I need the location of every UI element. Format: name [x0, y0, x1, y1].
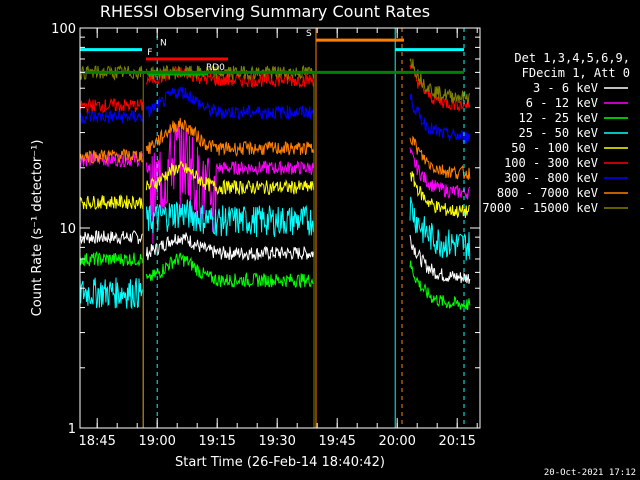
series-line-1-1	[145, 123, 314, 244]
y-tick-label-1: 10	[59, 222, 76, 237]
x-tick-label-2: 19:15	[198, 434, 235, 449]
legend-entry-8: 7000 - 15000 keV	[482, 201, 598, 215]
x-tick-label-0: 18:45	[78, 434, 115, 449]
series-line-2-1	[145, 252, 314, 289]
legend-entry-1: 6 - 12 keV	[526, 96, 598, 110]
axes: 1 10 100 18:45 19:00 19:15 19:30 19:45 20:00 20:1…	[51, 22, 481, 449]
legend-entry-4: 50 - 100 keV	[511, 141, 598, 155]
series-line-6-2	[409, 93, 471, 145]
x-tick-label-4: 19:45	[318, 434, 355, 449]
legend-entry-6: 300 - 800 keV	[504, 171, 598, 185]
series-line-8-1	[145, 64, 314, 81]
x-axis-label: Start Time (26-Feb-14 18:40:42)	[175, 455, 385, 470]
chart-title: RHESSI Observing Summary Count Rates	[100, 2, 430, 21]
series-line-6-1	[145, 86, 314, 121]
y-axis-label: Count Rate (s⁻¹ detector⁻¹)	[30, 140, 45, 317]
y-tick-label-2: 100	[51, 22, 76, 37]
flag-label-3: F	[147, 48, 152, 58]
series-line-8-2	[409, 58, 471, 105]
legend-entry-0: 3 - 6 keV	[533, 81, 598, 95]
legend-entry-2: 12 - 25 keV	[519, 111, 598, 125]
series-line-2-0	[79, 251, 144, 268]
flag-label-2: S	[306, 29, 312, 39]
y-tick-label-0: 1	[68, 422, 76, 437]
series-line-3-2	[409, 196, 471, 261]
series-line-0-0	[79, 230, 143, 245]
x-tick-label-3: 19:30	[258, 434, 295, 449]
flag-label-0: N	[160, 39, 167, 49]
series-line-0-1	[145, 232, 314, 262]
series-line-2-2	[409, 260, 471, 311]
legend: Det 1,3,4,5,6,9,FDecim 1, Att 03 - 6 keV…	[482, 51, 630, 215]
series-line-1-2	[409, 147, 471, 200]
series-line-4-2	[409, 171, 470, 219]
series-line-3-0	[79, 277, 144, 310]
series-line-3-1	[145, 199, 314, 238]
series-line-4-1	[145, 160, 314, 196]
series-line-6-0	[79, 108, 144, 124]
legend-entry-3: 25 - 50 keV	[519, 126, 598, 140]
legend-header-0: Det 1,3,4,5,6,9,	[514, 51, 630, 65]
series-line-5-0	[79, 97, 144, 114]
series-line-7-2	[409, 135, 471, 180]
legend-header-1: FDecim 1, Att 0	[522, 66, 630, 80]
footer-timestamp: 20-Oct-2021 17:12	[544, 468, 636, 478]
series-line-4-0	[79, 194, 144, 210]
series-line-7-0	[79, 148, 144, 164]
legend-entry-5: 100 - 300 keV	[504, 156, 598, 170]
legend-entry-7: 800 - 7000 keV	[497, 186, 598, 200]
flag-label-4: RD0	[206, 63, 225, 73]
x-tick-label-6: 20:15	[438, 434, 475, 449]
series-line-0-2	[409, 234, 471, 284]
x-tick-label-5: 20:00	[378, 434, 415, 449]
series-line-7-1	[145, 117, 314, 157]
series-line-8-0	[79, 64, 144, 81]
x-tick-label-1: 19:00	[138, 434, 175, 449]
plot-area: N S F RD0	[79, 28, 471, 428]
